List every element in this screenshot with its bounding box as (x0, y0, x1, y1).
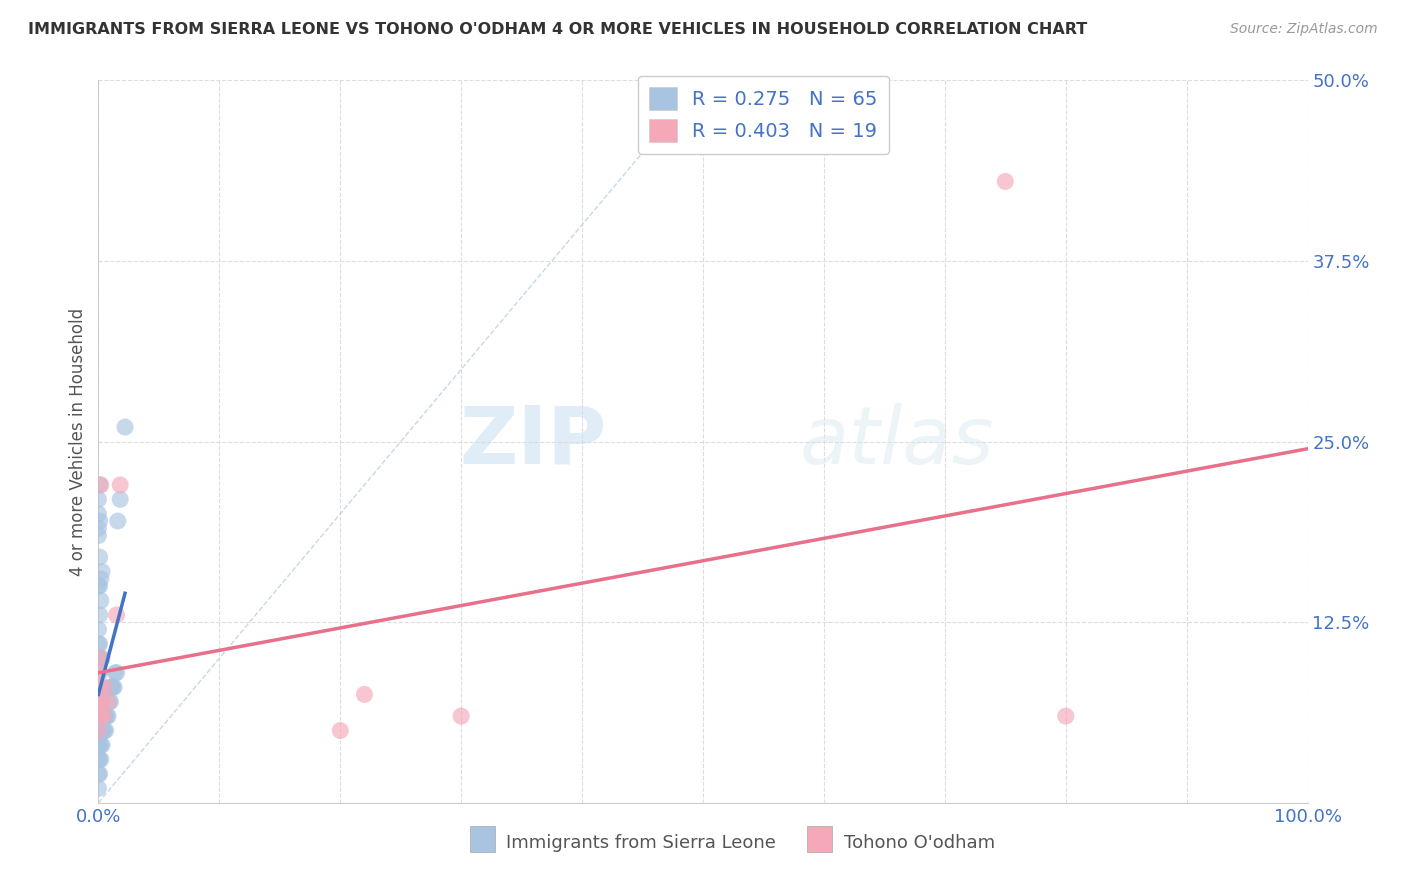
Point (89, 478, 111, 492)
Point (90, 709, 112, 723)
Point (91, 565, 114, 579)
Point (100, 680, 122, 694)
Point (87, 637, 110, 651)
Point (329, 723, 352, 738)
Point (90, 651, 112, 665)
Point (94, 723, 117, 738)
Point (1054, 709, 1077, 723)
Point (96, 709, 118, 723)
Point (90, 752, 112, 766)
Point (87, 680, 110, 694)
Point (90, 572, 112, 586)
Point (91, 695, 114, 709)
Text: ZIP: ZIP (458, 402, 606, 481)
Point (90, 478, 112, 492)
Point (104, 665, 127, 680)
Point (90, 680, 112, 694)
Point (87, 507, 110, 521)
Text: Tohono O'odham: Tohono O'odham (844, 834, 994, 852)
Point (87, 695, 110, 709)
Point (103, 680, 125, 694)
Legend: R = 0.275   N = 65, R = 0.403   N = 19: R = 0.275 N = 65, R = 0.403 N = 19 (638, 76, 889, 153)
Point (91, 709, 114, 723)
Point (89, 738, 111, 752)
Point (105, 607, 128, 622)
Point (98, 695, 121, 709)
Point (91, 695, 114, 709)
Point (89, 607, 111, 622)
Point (89, 752, 111, 766)
Point (87, 665, 110, 680)
Point (90, 723, 112, 738)
Point (87, 723, 110, 738)
Point (87, 781, 110, 796)
Point (89, 550, 111, 565)
Point (87, 492, 110, 507)
Point (87, 579, 110, 593)
Point (87, 709, 110, 723)
Point (87, 665, 110, 680)
Point (87, 709, 110, 723)
Point (91, 709, 114, 723)
Point (91, 723, 114, 738)
Point (89, 767, 111, 781)
Point (87, 651, 110, 665)
Point (114, 420, 136, 434)
Point (93, 709, 115, 723)
Point (90, 709, 112, 723)
Point (91, 709, 114, 723)
Point (89, 695, 111, 709)
Point (90, 738, 112, 752)
Point (101, 680, 124, 694)
Point (87, 695, 110, 709)
Text: IMMIGRANTS FROM SIERRA LEONE VS TOHONO O'ODHAM 4 OR MORE VEHICLES IN HOUSEHOLD C: IMMIGRANTS FROM SIERRA LEONE VS TOHONO O… (28, 22, 1087, 37)
Point (87, 623, 110, 637)
Point (108, 492, 131, 507)
FancyBboxPatch shape (807, 826, 832, 852)
Point (93, 680, 115, 694)
Point (93, 723, 115, 738)
Point (105, 665, 128, 680)
Point (89, 680, 111, 694)
Point (89, 665, 111, 680)
Point (91, 651, 114, 665)
Point (87, 738, 110, 752)
Point (90, 593, 112, 607)
Text: atlas: atlas (800, 402, 994, 481)
Point (91, 723, 114, 738)
Point (450, 709, 472, 723)
Point (108, 478, 131, 492)
Point (97, 695, 120, 709)
Point (100, 680, 122, 694)
Point (89, 579, 111, 593)
FancyBboxPatch shape (470, 826, 495, 852)
Point (89, 637, 111, 651)
Point (89, 514, 111, 528)
Point (87, 521, 110, 535)
Point (97, 709, 120, 723)
Point (87, 723, 110, 738)
Point (107, 514, 129, 528)
Point (89, 709, 111, 723)
Point (89, 651, 111, 665)
Point (90, 695, 112, 709)
Point (87, 752, 110, 766)
Point (87, 767, 110, 781)
Point (94, 709, 117, 723)
Point (91, 738, 114, 752)
Text: Source: ZipAtlas.com: Source: ZipAtlas.com (1230, 22, 1378, 37)
Point (353, 687, 375, 701)
Point (87, 680, 110, 694)
Text: Immigrants from Sierra Leone: Immigrants from Sierra Leone (506, 834, 776, 852)
Point (87, 528, 110, 542)
Y-axis label: 4 or more Vehicles in Household: 4 or more Vehicles in Household (69, 308, 87, 575)
Point (994, 174, 1017, 188)
Point (100, 695, 122, 709)
Point (89, 723, 111, 738)
